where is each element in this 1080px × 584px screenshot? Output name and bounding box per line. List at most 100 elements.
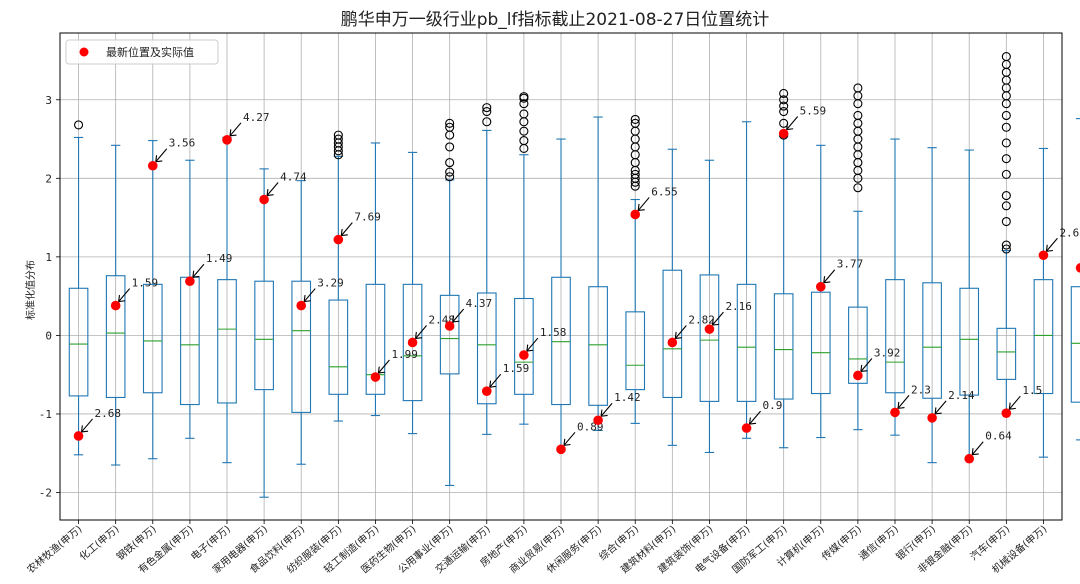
x-tick-label: 农林牧渔(申万) (24, 522, 84, 576)
box-iqr (254, 280, 274, 391)
outlier-point (445, 172, 455, 182)
current-value-label: 2.16 (725, 300, 752, 313)
current-23: 2.3 (890, 383, 931, 418)
arrow-head (452, 315, 460, 323)
annotation-arrow (192, 263, 205, 278)
arrow-head (786, 122, 794, 131)
current-11: 4.37 (444, 297, 492, 331)
box-18 (699, 159, 720, 453)
annotation-arrow (81, 418, 93, 433)
annotation-arrow (1008, 395, 1021, 410)
outlier-point (779, 106, 789, 117)
arrow-head (526, 344, 534, 352)
box-iqr (885, 279, 905, 394)
annotation-arrow (712, 311, 724, 326)
current-3: 3.56 (147, 137, 195, 171)
arrow-head (823, 276, 831, 284)
current-value-label: 4.27 (243, 111, 270, 124)
current-point (778, 128, 789, 139)
current-25: 0.64 (964, 430, 1012, 464)
box-13 (514, 92, 534, 425)
arrow-head (155, 155, 163, 163)
annotation-arrow (489, 373, 502, 388)
arrow-head (340, 229, 348, 237)
annotation-arrow (563, 431, 576, 446)
box-iqr (588, 286, 608, 406)
current-9: 1.99 (370, 348, 418, 382)
box-10 (402, 151, 423, 435)
current-point (667, 337, 678, 348)
current-value-label: 1.49 (206, 252, 233, 265)
current-value-label: 2.68 (95, 407, 122, 420)
annotation-arrow (749, 410, 761, 425)
box-iqr (328, 299, 349, 395)
annotation-arrow (415, 325, 427, 339)
arrow-head (934, 407, 942, 415)
box-iqr (476, 292, 497, 405)
current-value-label: 2.14 (948, 389, 975, 402)
outlier-point (333, 134, 343, 144)
annotation-arrow (860, 358, 873, 372)
current-point (147, 160, 158, 171)
box-23 (885, 138, 905, 436)
legend-marker (79, 47, 89, 57)
arrow-head (266, 188, 274, 197)
annotation-arrow (266, 182, 279, 196)
annotation-arrow (897, 395, 910, 409)
current-18: 2.16 (704, 300, 752, 334)
current-14: 0.89 (556, 420, 604, 455)
current-value-label: 3.29 (317, 277, 344, 290)
outlier-point (482, 103, 492, 113)
outlier-point (445, 142, 455, 152)
annotation-arrow (674, 325, 687, 339)
annotation-arrow (600, 402, 613, 417)
box-21 (810, 144, 831, 439)
current-point (444, 321, 455, 331)
box-iqr (996, 327, 1017, 380)
outlier-point (853, 83, 863, 93)
current-13: 1.58 (519, 326, 566, 360)
arrow-head (1008, 402, 1016, 410)
y-tick-label: -2 (39, 487, 52, 500)
y-tick-label: -1 (39, 408, 52, 421)
x-tick-label: 通信(申万) (856, 522, 901, 563)
outlier-point (519, 99, 529, 109)
box-17 (662, 148, 683, 446)
legend: 最新位置及实际值 (65, 39, 219, 65)
x-tick-label: 传媒(申万) (819, 522, 864, 563)
arrow-head (971, 448, 979, 456)
outlier-point (1001, 122, 1011, 132)
current-value-label: 4.74 (280, 171, 307, 184)
current-point (704, 324, 715, 334)
outlier-point (519, 126, 529, 136)
box-iqr (439, 294, 460, 375)
current-point (370, 372, 381, 382)
current-5: 4.27 (222, 111, 270, 145)
arrow-head (600, 409, 608, 417)
current-point (185, 276, 195, 287)
outlier-point (1001, 110, 1011, 121)
current-6: 4.74 (259, 171, 307, 205)
current-21: 3.77 (815, 258, 863, 292)
annotation-arrow (452, 308, 465, 323)
current-point (481, 386, 492, 396)
arrow-head (1045, 244, 1054, 252)
outlier-point (779, 88, 789, 99)
outlier-point (1001, 191, 1011, 201)
current-point (927, 413, 937, 423)
box-22 (848, 83, 868, 431)
y-tick-label: 1 (45, 251, 52, 264)
current-point (1075, 263, 1080, 273)
current-point (1038, 250, 1049, 261)
current-value-label: 1.59 (503, 362, 530, 375)
current-point (630, 209, 641, 220)
current-8: 7.69 (333, 211, 381, 245)
box-iqr (959, 287, 980, 396)
current-7: 3.29 (296, 277, 344, 311)
arrow-head (674, 331, 682, 340)
box-iqr (1070, 286, 1080, 403)
annotation-arrow (378, 359, 390, 374)
current-value-label: 5.59 (800, 105, 827, 118)
outlier-point (482, 117, 492, 127)
current-point (110, 300, 121, 311)
